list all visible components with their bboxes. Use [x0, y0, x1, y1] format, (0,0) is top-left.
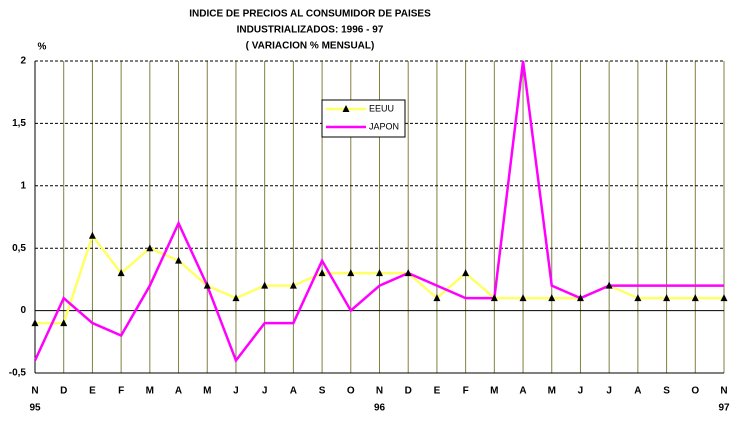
legend-marker	[342, 105, 350, 112]
marker	[663, 294, 671, 302]
marker	[519, 294, 527, 302]
x-tick-label: M	[548, 386, 556, 397]
legend-label: JAPON	[369, 121, 399, 131]
marker	[691, 294, 699, 302]
marker	[490, 294, 498, 302]
x-tick-label: J	[578, 386, 584, 397]
x-tick-label: J	[262, 386, 268, 397]
y-tick-label: 0,5	[12, 243, 26, 254]
marker	[318, 269, 326, 277]
marker	[289, 281, 297, 289]
x-tick-label: J	[233, 386, 239, 397]
marker	[576, 294, 584, 302]
x-tick-label: J	[606, 386, 612, 397]
x-tick-label: S	[319, 386, 326, 397]
chart-title: INDUSTRIALIZADOS: 1996 - 97	[237, 25, 384, 36]
chart-title: INDICE DE PRECIOS AL CONSUMIDOR DE PAISE…	[189, 9, 431, 20]
x-tick-label: F	[118, 386, 124, 397]
x-tick-label: N	[31, 386, 38, 397]
x-tick-label: S	[663, 386, 670, 397]
marker	[376, 269, 383, 277]
marker	[88, 231, 96, 239]
y-tick-label: 2	[20, 56, 26, 67]
x-tick-label: A	[634, 386, 641, 397]
marker	[203, 281, 211, 289]
y-tick-label: 1,5	[12, 118, 26, 129]
x-tick-label: E	[434, 386, 441, 397]
legend-box	[321, 99, 406, 138]
x-tick-label: N	[720, 386, 727, 397]
x-tick-label: M	[490, 386, 498, 397]
y-tick-label: -0,5	[9, 368, 27, 379]
x-tick-label: D	[60, 386, 67, 397]
marker	[634, 294, 642, 302]
x-year-label: 96	[374, 403, 386, 414]
x-tick-label: O	[347, 386, 355, 397]
x-tick-label: A	[519, 386, 526, 397]
marker	[720, 294, 728, 302]
y-tick-label: 1	[20, 180, 26, 191]
marker	[60, 319, 68, 327]
marker	[232, 294, 240, 302]
x-year-label: 97	[718, 403, 730, 414]
x-tick-label: M	[146, 386, 154, 397]
marker	[146, 244, 154, 252]
marker	[117, 269, 125, 277]
x-tick-label: A	[175, 386, 182, 397]
x-tick-label: E	[89, 386, 96, 397]
marker	[433, 294, 441, 302]
x-tick-label: A	[290, 386, 297, 397]
legend-label: EEUU	[369, 103, 394, 113]
marker	[548, 294, 556, 302]
marker	[347, 269, 355, 277]
marker	[175, 256, 183, 264]
x-tick-label: D	[405, 386, 412, 397]
y-axis-label: %	[38, 42, 47, 53]
marker	[404, 269, 412, 277]
marker	[31, 319, 39, 327]
x-tick-label: M	[203, 386, 211, 397]
x-tick-label: N	[376, 386, 383, 397]
x-year-label: 95	[29, 403, 41, 414]
chart-title: ( VARIACION % MENSUAL)	[246, 41, 375, 52]
marker	[462, 269, 470, 277]
marker	[605, 281, 613, 289]
x-tick-label: F	[463, 386, 469, 397]
x-tick-label: O	[691, 386, 699, 397]
y-tick-label: 0	[20, 305, 26, 316]
marker	[261, 281, 269, 289]
